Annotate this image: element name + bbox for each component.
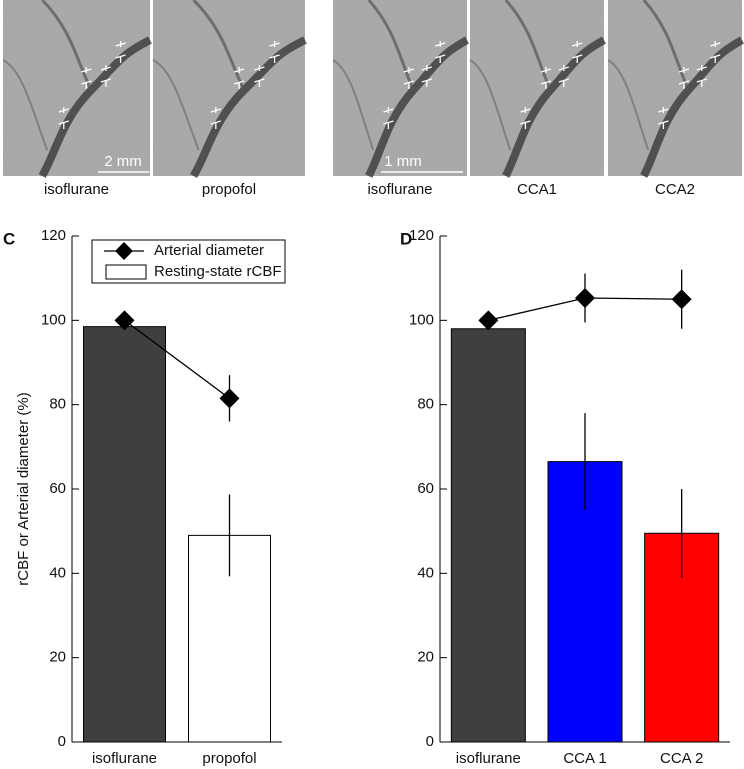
x-tick-label: isoflurane	[92, 750, 157, 767]
diamond-marker	[575, 287, 595, 308]
image-noise	[3, 0, 150, 176]
vessel	[365, 36, 469, 178]
measure-mark	[254, 65, 265, 87]
measure-mark	[572, 41, 583, 63]
measure-mark	[558, 65, 569, 87]
legend: Arterial diameter Resting-state rCBF	[91, 239, 286, 284]
image-caption: isoflurane	[367, 181, 432, 198]
measure-mark	[658, 107, 669, 129]
vessel	[640, 36, 744, 178]
line	[124, 319, 230, 399]
y-tick-label: 20	[49, 649, 66, 666]
measure-mark	[710, 41, 721, 63]
y-tick-label: 0	[58, 733, 66, 750]
y-tick-label: 100	[409, 311, 434, 328]
y-tick-label: 60	[49, 480, 66, 497]
image-caption: isoflurane	[44, 181, 109, 198]
image-noise	[333, 0, 467, 176]
vessel-branch	[152, 59, 200, 151]
bar	[450, 328, 526, 743]
vessel	[502, 36, 606, 178]
vessel-branch	[367, 0, 415, 91]
legend-label: Resting-state rCBF	[154, 263, 282, 280]
image-noise	[153, 0, 305, 176]
y-tick-label: 120	[41, 227, 66, 244]
image-caption: CCA1	[517, 181, 557, 198]
measure-mark	[421, 65, 432, 87]
x-tick-label: propofol	[202, 750, 256, 767]
x-tick-label: CCA 1	[563, 750, 606, 767]
x-tick-label: isoflurane	[456, 750, 521, 767]
measure-mark	[403, 67, 415, 89]
y-tick-label: 60	[417, 480, 434, 497]
micrograph	[152, 0, 307, 179]
measure-mark	[233, 67, 245, 89]
y-axis-label: rCBF or Arterial diameter (%)	[15, 392, 32, 585]
measure-mark	[100, 65, 112, 87]
image-caption: propofol	[202, 181, 256, 198]
micrograph	[469, 0, 606, 178]
vessel-branch	[642, 0, 690, 91]
y-tick-label: 80	[417, 396, 434, 413]
measure-mark	[540, 67, 552, 89]
y-tick-label: 120	[409, 227, 434, 244]
vessel-branch	[192, 0, 246, 91]
diamond-marker	[671, 289, 692, 310]
legend-marker	[115, 242, 133, 260]
y-tick-label: 80	[49, 396, 66, 413]
y-tick-label: 100	[41, 311, 66, 328]
y-tick-label: 20	[417, 649, 434, 666]
image-caption: CCA2	[655, 181, 695, 198]
measure-mark	[115, 41, 126, 63]
diamond-marker	[219, 388, 240, 409]
measure-mark	[81, 67, 92, 89]
measure-mark	[435, 41, 446, 63]
measure-mark	[696, 65, 707, 87]
micrograph	[2, 0, 152, 178]
micrograph	[332, 0, 469, 178]
vessel-branch	[607, 59, 650, 151]
measure-mark	[520, 107, 531, 129]
vessel	[190, 36, 307, 179]
y-tick-label: 0	[426, 733, 434, 750]
measure-mark	[210, 107, 222, 129]
measure-mark	[678, 67, 690, 89]
measure-mark	[383, 107, 394, 129]
legend-swatch	[105, 264, 147, 280]
scale-bar-label: 2 mm	[104, 153, 142, 170]
legend-label: Arterial diameter	[154, 242, 264, 259]
vessel-branch	[332, 59, 375, 151]
y-tick-label: 40	[49, 564, 66, 581]
vessel-branch	[41, 0, 93, 91]
y-tick-label: 40	[417, 564, 434, 581]
x-tick-label: CCA 2	[660, 750, 703, 767]
vessel-branch	[504, 0, 552, 91]
image-noise	[470, 0, 604, 176]
scale-bar-label: 1 mm	[384, 153, 422, 170]
vessel-branch	[469, 59, 512, 151]
vessel	[38, 36, 152, 178]
image-noise	[608, 0, 742, 176]
vessel-branch	[2, 59, 49, 151]
diamond-marker	[478, 310, 499, 331]
panel-label: D	[400, 229, 412, 248]
measure-mark	[58, 107, 69, 129]
micrograph	[607, 0, 744, 178]
measure-mark	[269, 41, 280, 63]
panel-label: C	[3, 229, 15, 248]
bar	[83, 326, 166, 743]
diamond-marker	[114, 310, 135, 331]
